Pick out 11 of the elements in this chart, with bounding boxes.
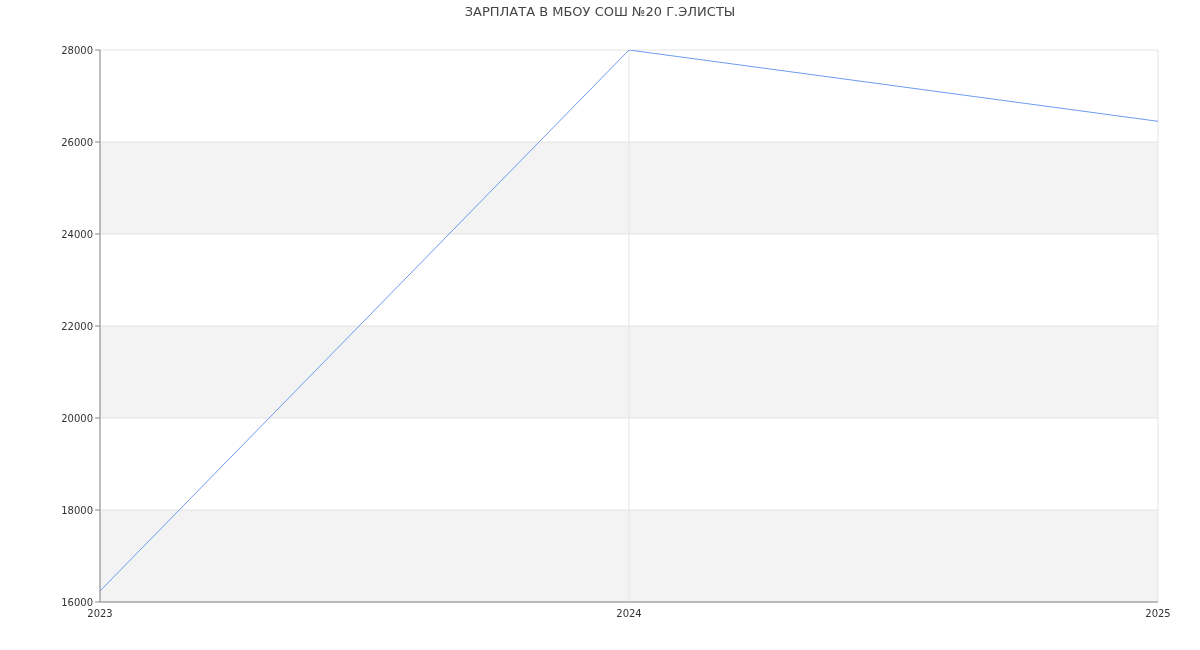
y-tick-label: 20000	[61, 412, 93, 424]
x-tick-label: 2024	[616, 608, 642, 620]
x-tick-label: 2025	[1145, 608, 1171, 620]
y-tick-label: 16000	[61, 596, 93, 608]
x-tick-label: 2023	[87, 608, 113, 620]
y-tick-label: 28000	[61, 44, 93, 56]
y-tick-label: 18000	[61, 504, 93, 516]
y-tick-label: 24000	[61, 228, 93, 240]
chart-title: ЗАРПЛАТА В МБОУ СОШ №20 Г.ЭЛИСТЫ	[463, 4, 737, 21]
y-tick-label: 22000	[61, 320, 93, 332]
y-tick-label: 26000	[61, 136, 93, 148]
